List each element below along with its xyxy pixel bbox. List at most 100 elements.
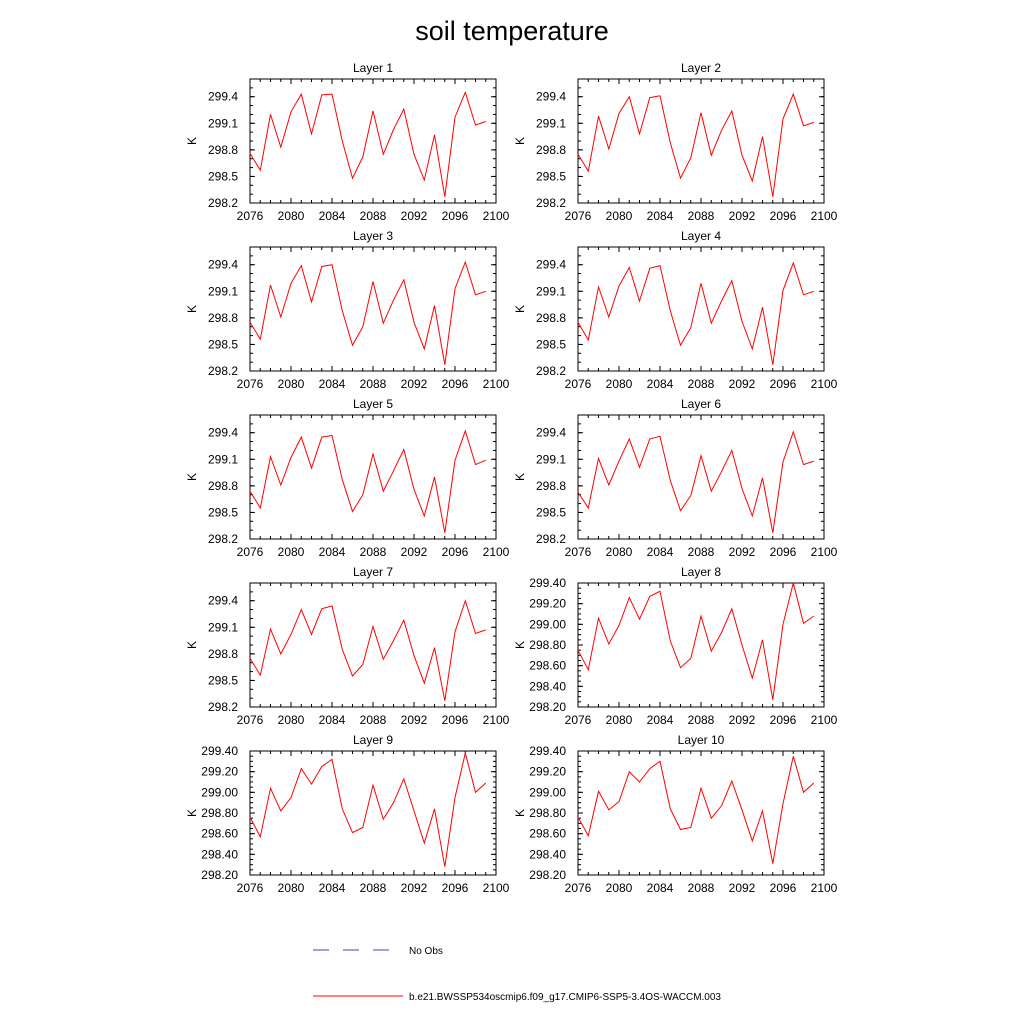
x-tick-label: 2100 [811, 377, 838, 391]
x-tick-label: 2080 [606, 881, 633, 895]
x-tick-label: 2084 [319, 209, 346, 223]
y-tick-label: 299.4 [536, 426, 566, 440]
y-axis-label: K [513, 305, 527, 313]
x-tick-label: 2092 [401, 377, 428, 391]
x-tick-label: 2076 [237, 713, 264, 727]
panel-9: Layer 9 K 2076 2080 2084 2088 2092 2096 2100 298.… [185, 733, 510, 895]
y-tick-label: 299.40 [201, 744, 238, 758]
series-line [249, 752, 487, 867]
y-axis-label: K [185, 473, 199, 481]
panels: Layer 1 K 2076 2080 2084 2088 2092 2096 2100 298.… [185, 61, 838, 895]
y-tick-label: 298.80 [529, 806, 566, 820]
y-tick-label: 298.2 [208, 364, 238, 378]
x-tick-label: 2096 [442, 377, 469, 391]
panel-3: Layer 3 K 2076 2080 2084 2088 2092 2096 2100 298.… [185, 229, 510, 391]
y-tick-label: 299.40 [529, 744, 566, 758]
y-tick-label: 299.20 [529, 765, 566, 779]
y-tick-label: 299.1 [208, 116, 238, 130]
y-tick-label: 298.2 [536, 532, 566, 546]
x-tick-label: 2092 [729, 377, 756, 391]
x-tick-label: 2076 [565, 713, 592, 727]
plot-frame [577, 414, 825, 540]
y-tick-label: 298.5 [208, 673, 238, 687]
y-tick-label: 298.60 [529, 659, 566, 673]
y-tick-label: 298.20 [201, 868, 238, 882]
x-tick-label: 2100 [483, 209, 510, 223]
x-tick-label: 2088 [360, 881, 387, 895]
y-tick-label: 299.1 [208, 620, 238, 634]
plot-frame [577, 750, 825, 876]
y-tick-label: 298.20 [529, 700, 566, 714]
x-tick-label: 2092 [401, 881, 428, 895]
x-tick-label: 2092 [401, 713, 428, 727]
x-tick-label: 2088 [688, 881, 715, 895]
x-tick-label: 2088 [688, 545, 715, 559]
x-tick-label: 2092 [729, 713, 756, 727]
x-tick-label: 2080 [278, 713, 305, 727]
panel-1: Layer 1 K 2076 2080 2084 2088 2092 2096 2100 298.… [185, 61, 510, 223]
y-tick-label: 299.20 [529, 597, 566, 611]
x-tick-label: 2096 [770, 377, 797, 391]
panel-6: Layer 6 K 2076 2080 2084 2088 2092 2096 2100 298.… [513, 397, 838, 559]
x-tick-label: 2096 [770, 209, 797, 223]
series-line [249, 260, 486, 365]
x-tick-label: 2084 [319, 545, 346, 559]
x-tick-label: 2096 [442, 881, 469, 895]
y-tick-label: 299.1 [208, 284, 238, 298]
figure-title: soil temperature [415, 16, 609, 46]
panel-title: Layer 8 [681, 565, 721, 579]
y-tick-label: 298.40 [201, 847, 238, 861]
x-tick-label: 2088 [360, 545, 387, 559]
x-tick-label: 2092 [401, 545, 428, 559]
x-tick-label: 2084 [319, 713, 346, 727]
y-tick-label: 298.80 [529, 638, 566, 652]
y-tick-label: 299.4 [208, 258, 238, 272]
y-tick-label: 298.20 [529, 868, 566, 882]
y-tick-label: 298.8 [208, 479, 238, 493]
y-axis-label: K [513, 809, 527, 817]
panel-title: Layer 6 [681, 397, 721, 411]
y-tick-label: 299.40 [529, 576, 566, 590]
x-tick-label: 2100 [483, 713, 510, 727]
y-tick-label: 299.4 [536, 90, 566, 104]
x-tick-label: 2096 [770, 545, 797, 559]
x-tick-label: 2076 [237, 209, 264, 223]
y-axis-label: K [185, 305, 199, 313]
y-tick-label: 299.1 [208, 452, 238, 466]
x-tick-label: 2088 [360, 713, 387, 727]
x-tick-label: 2084 [647, 713, 674, 727]
x-tick-label: 2100 [483, 377, 510, 391]
x-tick-label: 2084 [647, 881, 674, 895]
x-tick-label: 2100 [483, 545, 510, 559]
x-tick-label: 2076 [565, 545, 592, 559]
panel-title: Layer 4 [681, 229, 721, 243]
x-tick-label: 2096 [770, 713, 797, 727]
series-line [249, 429, 486, 533]
x-tick-label: 2088 [360, 377, 387, 391]
panel-8: Layer 8 K 2076 2080 2084 2088 2092 2096 2100 298.… [513, 565, 838, 727]
y-tick-label: 298.80 [201, 806, 238, 820]
y-tick-label: 298.5 [208, 169, 238, 183]
y-tick-label: 299.00 [529, 785, 566, 799]
y-tick-label: 298.5 [536, 505, 566, 519]
x-tick-label: 2080 [606, 713, 633, 727]
x-tick-label: 2084 [647, 377, 674, 391]
x-tick-label: 2080 [278, 545, 305, 559]
panel-10: Layer 10 K 2076 2080 2084 2088 2092 2096 2100 298… [513, 733, 838, 895]
x-tick-label: 2080 [278, 209, 305, 223]
x-tick-label: 2092 [401, 209, 428, 223]
panel-7: Layer 7 K 2076 2080 2084 2088 2092 2096 2100 298.… [185, 565, 510, 727]
x-tick-label: 2080 [606, 209, 633, 223]
x-tick-label: 2080 [606, 377, 633, 391]
y-tick-label: 298.40 [529, 679, 566, 693]
panel-title: Layer 2 [681, 61, 721, 75]
series-line [577, 261, 814, 365]
x-tick-label: 2100 [483, 881, 510, 895]
y-tick-label: 298.5 [208, 337, 238, 351]
y-tick-label: 298.5 [536, 337, 566, 351]
y-tick-label: 299.20 [201, 765, 238, 779]
plot-frame [249, 582, 497, 708]
y-tick-label: 299.1 [536, 284, 566, 298]
x-tick-label: 2100 [811, 209, 838, 223]
